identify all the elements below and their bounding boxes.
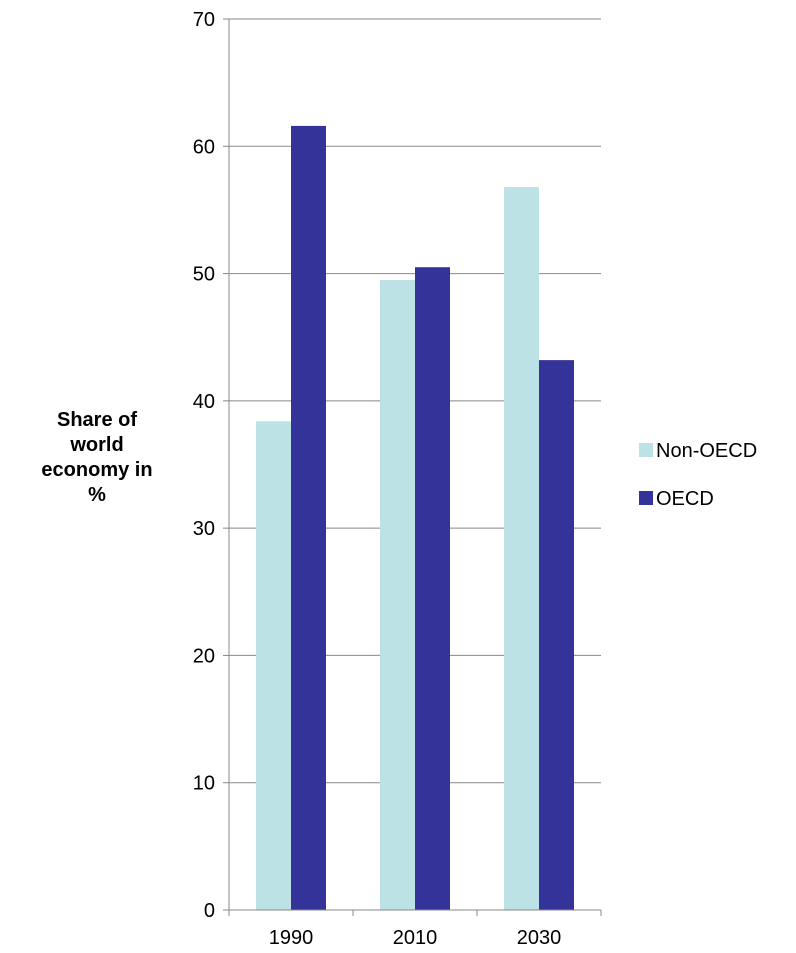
bar-non-oecd-1990: [256, 421, 291, 910]
bars: [256, 125, 574, 911]
y-tick-label-50: 50: [193, 264, 215, 286]
y-tick-label-20: 20: [193, 645, 215, 667]
y-tick-label-70: 70: [193, 9, 215, 31]
legend-swatch-non-oecd: [639, 443, 653, 457]
y-axis-label: Share of world economy in %: [22, 408, 172, 508]
legend-label-non-oecd: Non-OECD: [656, 440, 757, 462]
bar-non-oecd-2030: [504, 187, 539, 910]
legend: Non-OECD OECD: [639, 440, 757, 510]
x-tick-label-2010: 2010: [393, 927, 438, 949]
bar-oecd-2010: [415, 267, 450, 910]
legend-swatch-oecd: [639, 491, 653, 505]
legend-label-oecd: OECD: [656, 488, 714, 510]
x-tick-label-2030: 2030: [517, 927, 562, 949]
bar-oecd-2030: [539, 360, 574, 910]
y-tick-label-60: 60: [193, 136, 215, 158]
y-tick-label-10: 10: [193, 773, 215, 795]
y-axis-label-line-2: world: [70, 434, 124, 456]
y-tick-label-30: 30: [193, 518, 215, 540]
x-tick-label-1990: 1990: [269, 927, 314, 949]
y-axis-label-line-1: Share of: [56, 409, 138, 431]
bar-oecd-1990: [291, 125, 326, 911]
y-tick-label-0: 0: [204, 900, 215, 922]
y-tick-label-40: 40: [193, 391, 215, 413]
y-axis-label-line-3: economy in: [41, 459, 153, 481]
y-axis-label-line-4: %: [88, 484, 106, 506]
bar-non-oecd-2010: [380, 279, 415, 911]
